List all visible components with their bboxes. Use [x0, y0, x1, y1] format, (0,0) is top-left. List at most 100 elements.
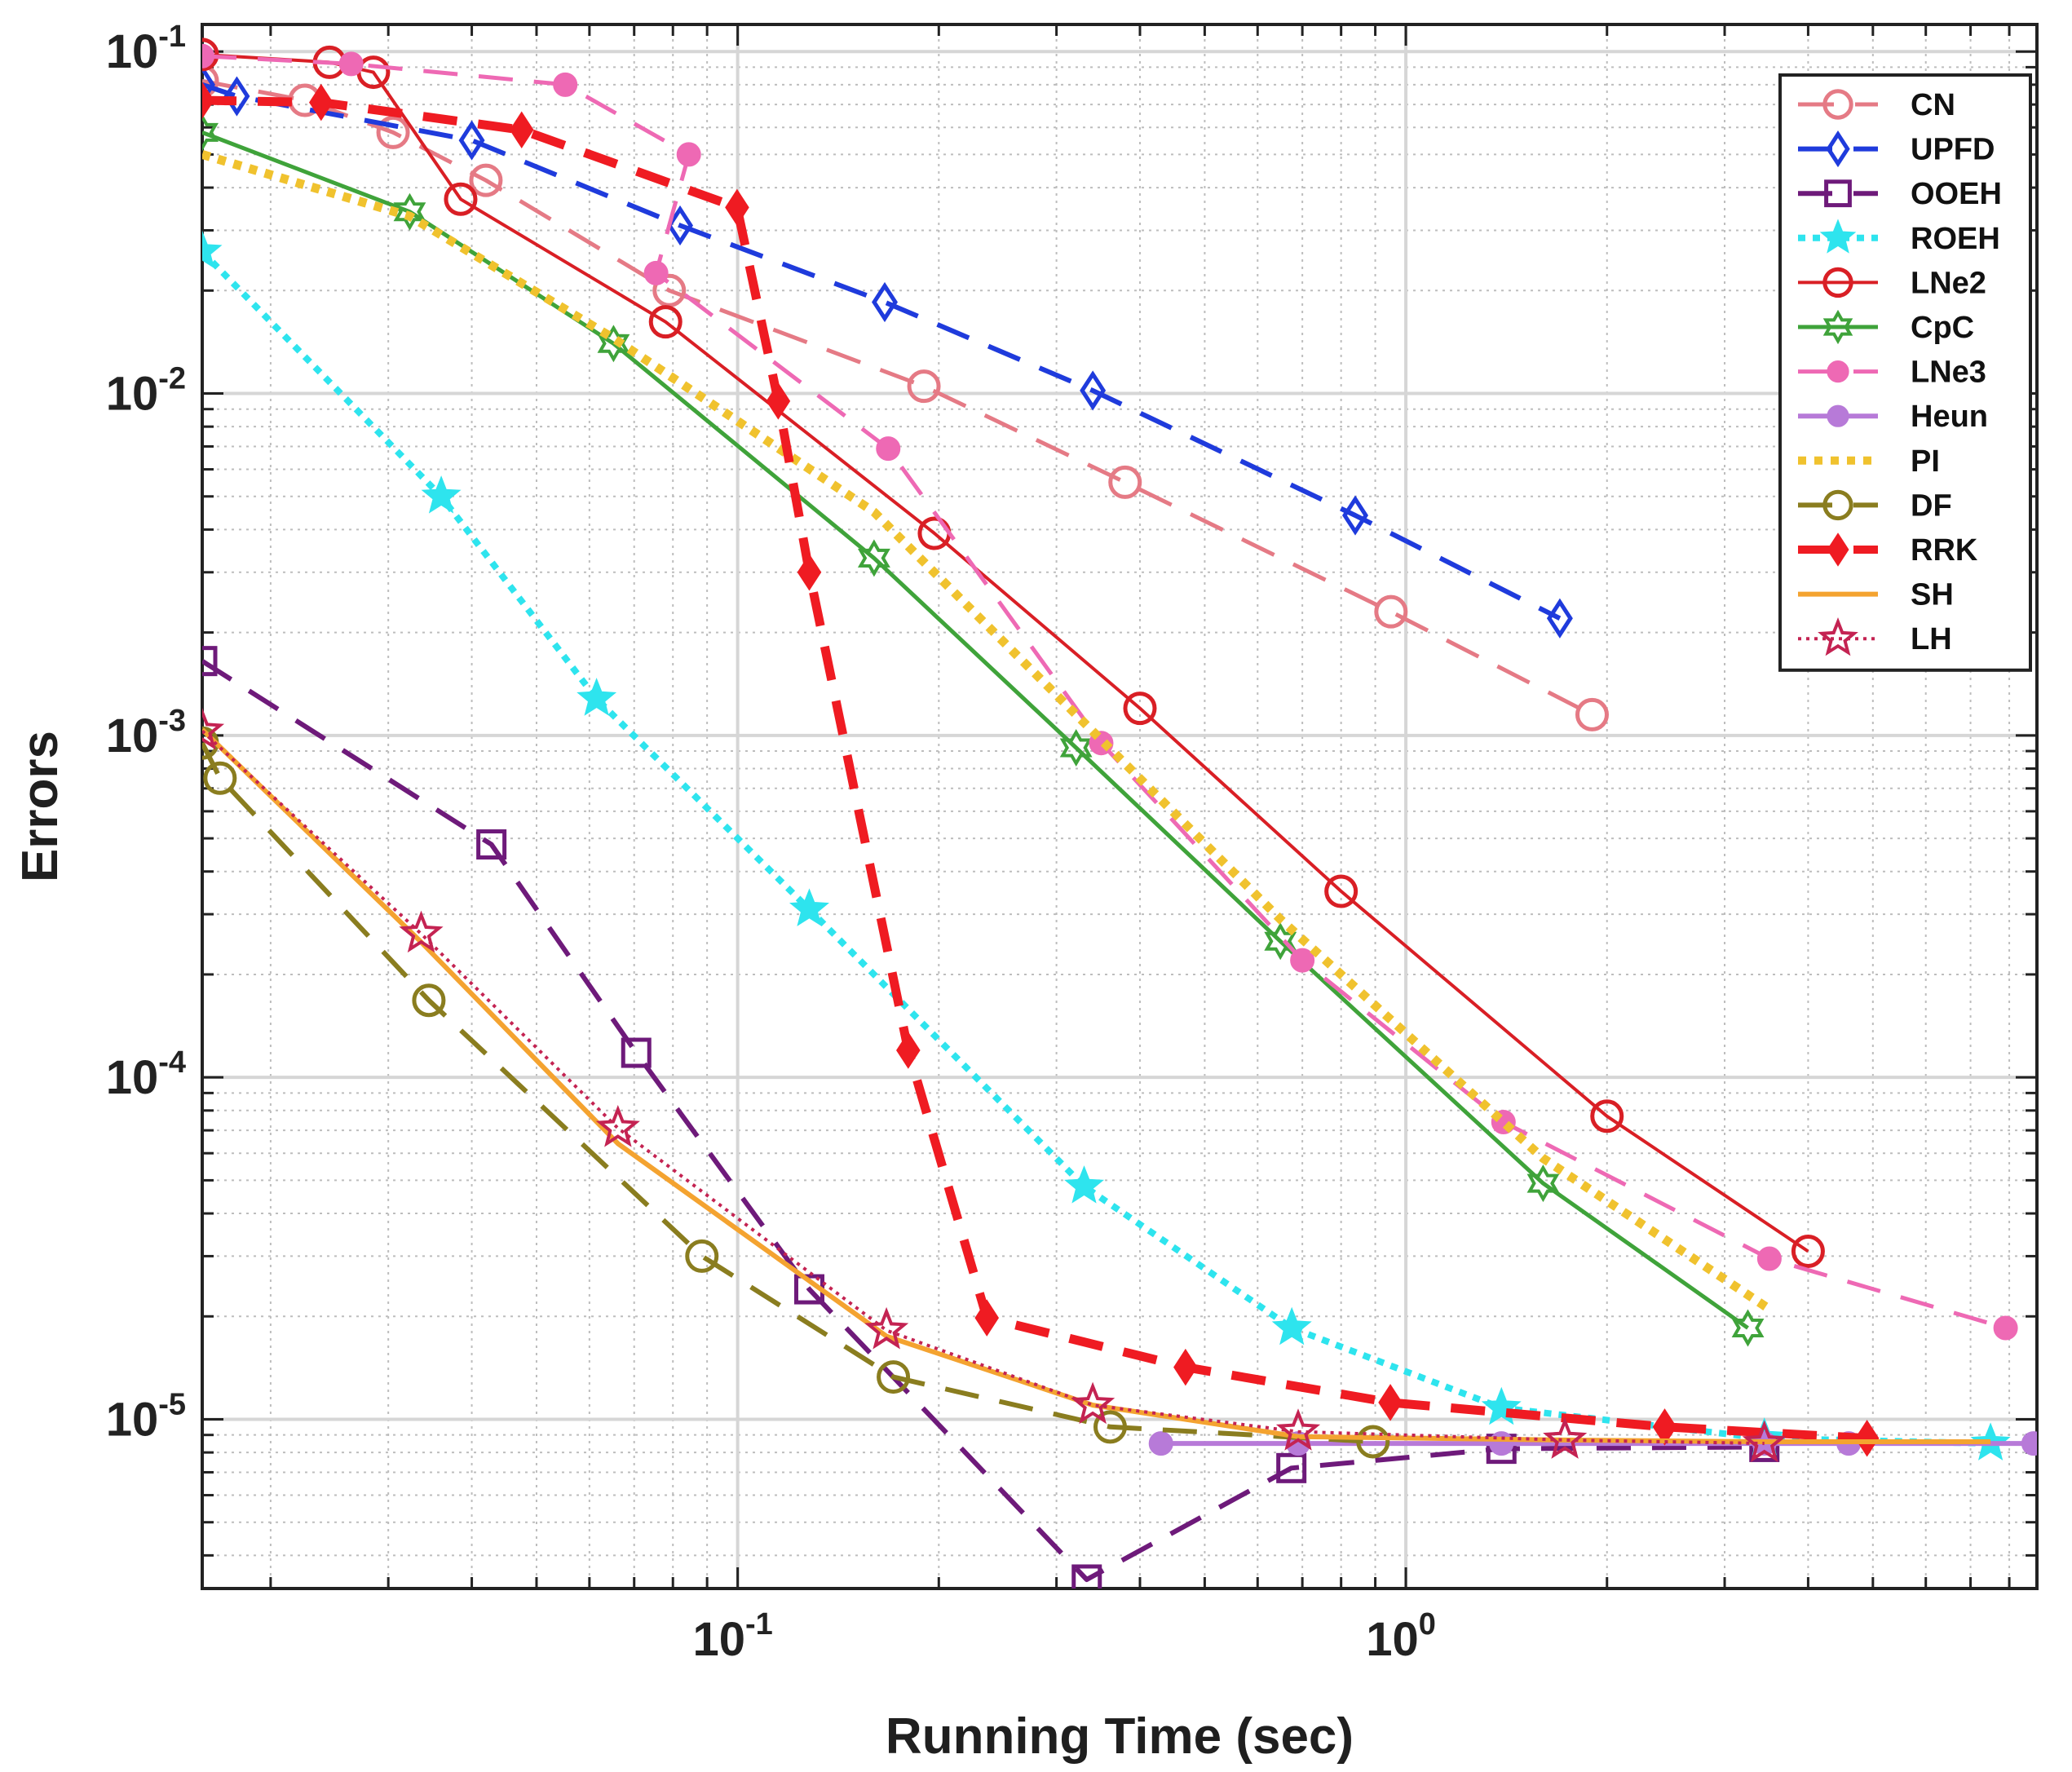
legend-label: CN [1911, 88, 1955, 122]
data-point-LNe2 [202, 38, 219, 72]
series-line-DF [202, 741, 1373, 1444]
data-point-OOEH [1071, 1564, 1102, 1589]
data-point-CN [1575, 697, 1609, 731]
data-point-RRK [202, 82, 214, 119]
data-point-LNe2 [648, 305, 683, 339]
data-point-RRK [1378, 1384, 1403, 1421]
data-point-Heun [1489, 1431, 1514, 1456]
data-point-CN [1374, 594, 1408, 629]
legend-swatch-marker [1822, 267, 1853, 298]
data-point-CpC [202, 113, 219, 152]
data-point-CpC [1526, 1164, 1560, 1203]
data-point-UPFD [223, 76, 250, 117]
data-point-Heun [1148, 1431, 1173, 1456]
x-axis-title: Running Time (sec) [886, 1708, 1354, 1765]
data-point-RRK [1173, 1348, 1198, 1386]
data-point-DF [685, 1239, 719, 1273]
data-point-RRK [974, 1299, 1000, 1337]
data-point-UPFD [1342, 495, 1369, 536]
legend-swatch-marker [1826, 130, 1850, 168]
series-line-CpC [202, 130, 1749, 1330]
data-point-LH [202, 708, 225, 750]
data-point-UPFD [1080, 370, 1107, 411]
data-point-LNe3 [643, 260, 669, 285]
legend-label: CpC [1911, 311, 1974, 345]
legend-swatch-marker [1822, 489, 1853, 521]
data-point-LH [595, 1104, 640, 1147]
legend-item-UPFD: UPFD [1798, 130, 1995, 168]
data-point-CN [907, 369, 941, 404]
x-tick-label: 10-1 [692, 1607, 772, 1666]
series-RRK [202, 82, 1880, 1457]
series-layer [202, 38, 2037, 1589]
data-point-ROEH [421, 475, 462, 514]
data-point-CN [1108, 465, 1142, 499]
data-point-RRK [896, 1032, 921, 1069]
legend-item-PI: PI [1798, 444, 1940, 479]
data-point-UPFD [872, 281, 898, 323]
y-tick-label: 10-1 [106, 20, 186, 78]
legend-swatch-marker [1822, 309, 1853, 345]
series-LH [202, 708, 1787, 1463]
data-point-ROEH [1271, 1306, 1312, 1346]
data-point-UPFD [667, 205, 693, 246]
legend-swatch-marker [1827, 360, 1849, 383]
data-point-RRK [766, 382, 791, 420]
legend-item-LH: LH [1798, 617, 1952, 656]
y-tick-label: 10-3 [106, 704, 186, 762]
legend-label: RRK [1911, 533, 1978, 568]
x-axis-ticks: 10-1 100 [269, 24, 2011, 1666]
data-point-LNe3 [1993, 1315, 2018, 1341]
data-point-LH [1543, 1416, 1588, 1459]
data-point-LH [399, 910, 444, 953]
data-point-LNe3 [676, 142, 701, 167]
plot-area [202, 24, 2037, 1589]
data-point-LNe2 [1324, 874, 1359, 908]
data-point-LNe2 [1123, 692, 1157, 726]
data-point-RRK [309, 83, 334, 122]
data-point-LNe2 [444, 182, 478, 216]
data-point-LNe3 [553, 72, 578, 97]
legend-item-DF: DF [1798, 488, 1952, 523]
legend-item-SH: SH [1798, 578, 1954, 612]
legend-swatch-marker [1818, 617, 1858, 656]
series-CpC [202, 113, 1765, 1347]
data-point-LH [1275, 1408, 1321, 1451]
data-point-LNe2 [917, 516, 952, 550]
data-point-LNe3 [338, 51, 364, 77]
data-point-Heun [2021, 1431, 2037, 1456]
axes-box [201, 23, 2039, 1590]
data-point-ROEH [789, 888, 829, 926]
data-point-OOEH [476, 829, 507, 860]
legend-swatch-marker [1827, 404, 1849, 427]
legend-item-CpC: CpC [1798, 309, 1974, 345]
legend-label: UPFD [1911, 133, 1995, 167]
legend-label: OOEH [1911, 177, 2002, 211]
axes [201, 23, 2039, 1590]
y-tick-label: 10-5 [106, 1387, 186, 1446]
data-point-CN [469, 163, 503, 197]
data-point-DF [203, 761, 237, 795]
data-point-UPFD [1546, 598, 1573, 639]
data-point-LNe3 [1290, 948, 1315, 973]
data-point-OOEH [621, 1037, 652, 1068]
data-point-LNe2 [1590, 1099, 1624, 1133]
data-point-RRK [509, 111, 534, 149]
legend-label: LNe2 [1911, 266, 1986, 300]
legend-item-RRK: RRK [1798, 532, 1978, 568]
data-point-OOEH [1276, 1452, 1307, 1483]
data-point-CN [202, 64, 219, 98]
legend-swatch-marker [1827, 532, 1849, 567]
data-point-LNe3 [202, 43, 214, 68]
legend-label: LH [1911, 622, 1952, 656]
series-line-LH [202, 730, 1765, 1446]
plot-area-rect [202, 24, 2037, 1589]
legend-label: LNe3 [1911, 356, 1986, 390]
data-point-DF [1356, 1425, 1390, 1459]
legend: CN UPFD OOEH ROEH LNe2 CpC LNe3 Heun PI DF RRK SH LH [1778, 73, 2032, 672]
data-point-RRK [1854, 1420, 1880, 1457]
legend-item-LNe3: LNe3 [1798, 356, 1986, 390]
y-axis-title: Errors [12, 731, 68, 882]
data-point-DF [412, 983, 446, 1018]
data-point-DF [877, 1360, 911, 1394]
